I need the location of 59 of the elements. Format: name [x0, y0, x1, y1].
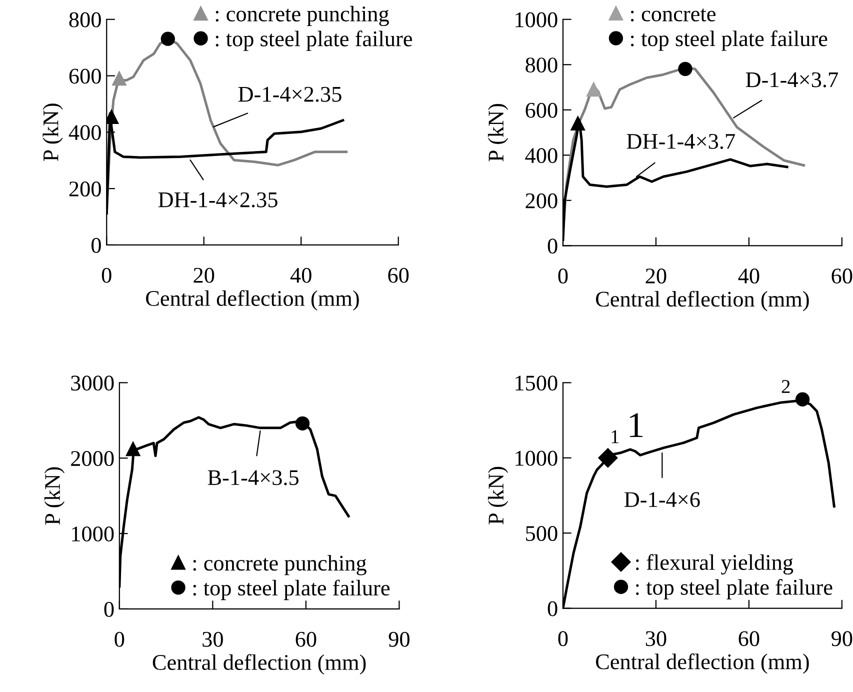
- x-axis-title: Central deflection (mm): [596, 653, 809, 674]
- x-tick-label: 20: [194, 268, 214, 283]
- x-tick-label: 60: [738, 631, 760, 646]
- y-axis-title: P (kN): [44, 467, 65, 525]
- y-tick-label: 400: [525, 148, 558, 164]
- legend-label: : concrete punching: [216, 6, 389, 26]
- x-tick-label: 90: [832, 631, 852, 646]
- x-axis-title: Central deflection (mm): [152, 654, 366, 674]
- y-tick-label: 0: [548, 238, 558, 254]
- y-tick-label: 1000: [516, 12, 558, 28]
- x-axis-title: Central deflection (mm): [596, 290, 809, 312]
- x-axis-title: Central deflection (mm): [146, 290, 359, 310]
- legend-label: : top steel plate failure: [631, 30, 828, 51]
- x-tick-label: 40: [738, 268, 760, 284]
- x-tick-label: 60: [296, 632, 316, 647]
- y-tick-label: 200: [69, 182, 101, 196]
- x-tick-label: 30: [646, 631, 666, 646]
- y-tick-label: 600: [69, 68, 101, 84]
- y-axis-title: P (kN): [488, 466, 508, 524]
- annotation: D-1-4×6: [624, 492, 700, 508]
- annotation: D-1-4×2.35: [238, 86, 342, 102]
- y-tick-label: 0: [104, 602, 114, 617]
- x-tick-label: 20: [646, 268, 666, 284]
- y-tick-label: 2000: [71, 451, 114, 466]
- y-tick-label: 1000: [516, 450, 558, 466]
- x-tick-label: 0: [558, 268, 568, 284]
- y-tick-label: 200: [526, 193, 558, 208]
- annotation: B-1-4×3.5: [208, 470, 299, 486]
- legend-label: : top steel plate failure: [216, 30, 412, 51]
- x-tick-label: 30: [202, 632, 223, 647]
- y-tick-label: 1500: [516, 376, 558, 391]
- x-tick-label: 0: [558, 631, 568, 646]
- legend-label: : top steel plate failure: [193, 580, 390, 600]
- x-tick-label: 60: [832, 268, 852, 284]
- y-tick-label: 800: [526, 58, 558, 73]
- legend-label: : concrete punching: [193, 555, 366, 576]
- y-tick-label: 0: [548, 601, 558, 616]
- x-tick-label: 40: [290, 268, 312, 283]
- y-tick-label: 600: [526, 102, 558, 118]
- y-tick-label: 800: [69, 12, 101, 28]
- x-tick-label: 90: [388, 632, 410, 647]
- y-tick-label: 3000: [71, 376, 114, 391]
- y-tick-label: 1000: [72, 526, 114, 542]
- annotation: D-1-4×3.7: [746, 72, 838, 88]
- annotation: DH-1-4×2.35: [158, 192, 278, 208]
- legend-label: : concrete: [631, 8, 716, 22]
- y-tick-label: 500: [526, 526, 558, 541]
- x-tick-label: 0: [114, 632, 124, 647]
- y-tick-label: 0: [92, 238, 101, 253]
- annotation: 2: [782, 380, 790, 393]
- legend-label: : flexural yielding: [636, 554, 794, 575]
- legend-label: : top steel plate failure: [636, 579, 832, 600]
- annotation: 1: [630, 413, 643, 438]
- y-axis-title: P (kN): [488, 104, 508, 162]
- annotation: 1: [612, 430, 619, 444]
- annotation: DH-1-4×3.7: [626, 134, 735, 149]
- y-tick-label: 400: [68, 125, 101, 140]
- x-tick-label: 60: [388, 268, 409, 283]
- y-axis-title: P (kN): [42, 104, 63, 162]
